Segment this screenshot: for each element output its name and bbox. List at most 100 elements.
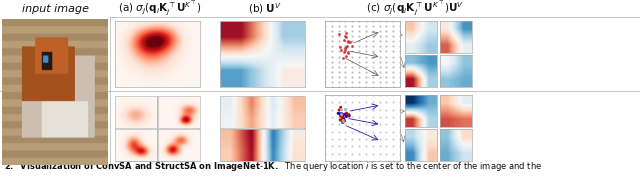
Point <box>326 152 337 155</box>
Point <box>337 108 347 111</box>
Text: $(D = 8)$: $(D = 8)$ <box>36 128 73 141</box>
Point <box>326 20 337 23</box>
Point <box>395 115 405 118</box>
Point <box>347 152 357 155</box>
Point <box>326 40 337 43</box>
Point <box>388 115 398 118</box>
Point <box>320 138 330 141</box>
Point <box>361 94 371 96</box>
Point <box>326 130 337 133</box>
Point <box>395 75 405 78</box>
Point <box>374 145 385 148</box>
Point <box>320 123 330 126</box>
Point <box>340 48 350 51</box>
Point <box>388 108 398 111</box>
Point <box>354 55 364 58</box>
Point <box>334 33 344 36</box>
Point <box>343 114 353 117</box>
Point <box>341 115 351 118</box>
Point <box>367 101 378 104</box>
Point <box>381 160 392 163</box>
Point <box>320 81 330 83</box>
Point <box>395 101 405 104</box>
Point <box>340 152 351 155</box>
Point <box>340 70 351 73</box>
Point <box>337 121 348 124</box>
Point <box>340 130 351 133</box>
Point <box>340 55 351 58</box>
Point <box>333 112 343 115</box>
Point <box>395 40 405 43</box>
Point <box>320 30 330 33</box>
Point <box>361 85 371 88</box>
Point <box>347 101 357 104</box>
Point <box>320 75 330 78</box>
Point <box>361 138 371 141</box>
Point <box>320 45 330 48</box>
Point <box>361 30 371 33</box>
Point <box>388 123 398 126</box>
Point <box>367 45 378 48</box>
Point <box>374 130 385 133</box>
Point <box>326 94 337 96</box>
Point <box>326 30 337 33</box>
Point <box>333 30 344 33</box>
Text: ConvSA: ConvSA <box>33 44 77 54</box>
Point <box>374 45 385 48</box>
Point <box>340 81 351 83</box>
Point <box>374 101 385 104</box>
Point <box>320 40 330 43</box>
Point <box>381 130 392 133</box>
Point <box>340 113 350 116</box>
Point <box>326 115 337 118</box>
Point <box>361 123 371 126</box>
Point <box>340 40 351 43</box>
Point <box>340 35 351 38</box>
Point <box>333 81 344 83</box>
Point <box>347 75 357 78</box>
Point <box>354 108 364 111</box>
Point <box>333 123 344 126</box>
Point <box>374 65 385 68</box>
Point <box>354 35 364 38</box>
Point <box>340 123 351 126</box>
Point <box>347 50 357 53</box>
Point <box>320 55 330 58</box>
Point <box>367 115 378 118</box>
Point <box>347 81 357 83</box>
Point <box>361 145 371 148</box>
Point <box>388 85 398 88</box>
Point <box>354 94 364 96</box>
Point <box>333 94 344 96</box>
Point <box>388 70 398 73</box>
Point <box>340 65 351 68</box>
Point <box>388 45 398 48</box>
Point <box>340 47 350 50</box>
Point <box>374 85 385 88</box>
Point <box>395 45 405 48</box>
Point <box>333 85 344 88</box>
Point <box>345 40 355 43</box>
Text: 3: 3 <box>406 56 410 61</box>
Point <box>341 36 351 38</box>
Point <box>361 81 371 83</box>
Point <box>340 145 351 148</box>
Point <box>354 85 364 88</box>
Point <box>388 81 398 83</box>
Point <box>367 85 378 88</box>
Point <box>374 35 385 38</box>
Point <box>361 20 371 23</box>
Point <box>361 115 371 118</box>
Point <box>340 115 351 118</box>
Point <box>348 44 358 47</box>
Point <box>367 160 378 163</box>
Point <box>320 101 330 104</box>
Point <box>333 152 344 155</box>
Point <box>395 35 405 38</box>
Point <box>367 60 378 63</box>
Point <box>381 55 392 58</box>
Point <box>339 51 349 54</box>
Point <box>326 108 337 111</box>
Point <box>326 75 337 78</box>
Point <box>338 120 348 123</box>
